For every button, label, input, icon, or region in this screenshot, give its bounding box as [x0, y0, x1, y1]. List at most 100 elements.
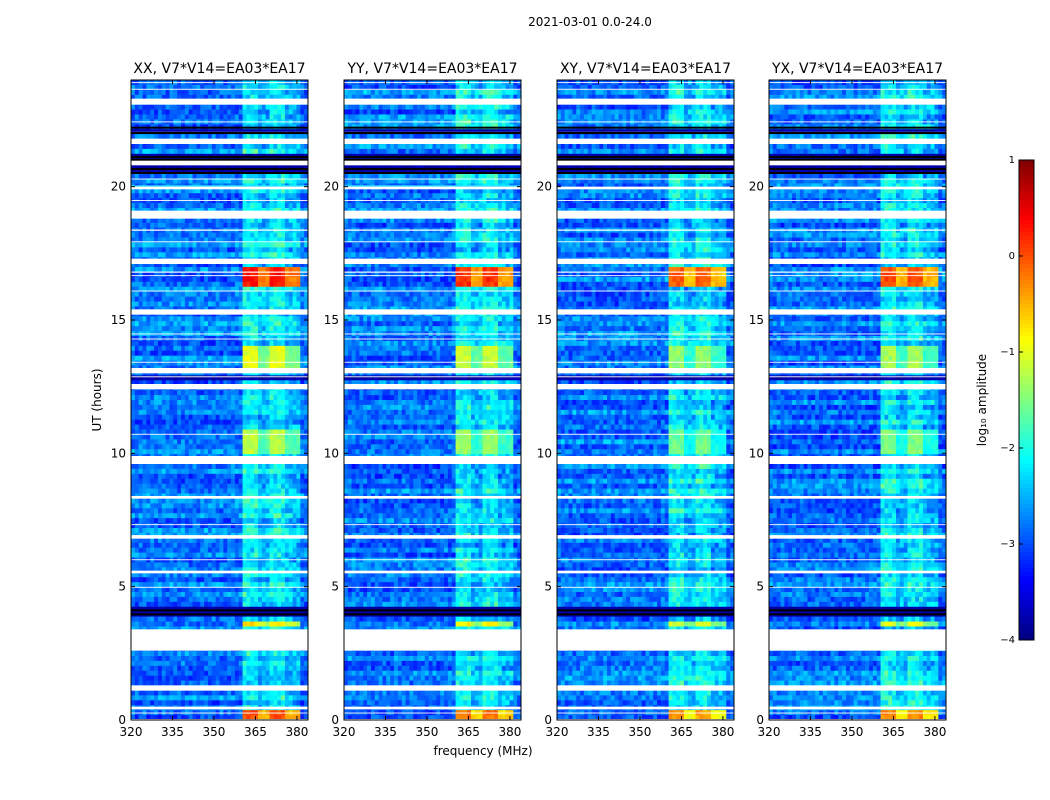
heatmap-cell — [192, 577, 197, 583]
heatmap-cell — [281, 291, 286, 298]
heatmap-cell — [215, 276, 220, 283]
heatmap-cell — [238, 577, 243, 583]
heatmap-cell — [165, 104, 170, 110]
heatmap-cell — [300, 306, 305, 312]
heatmap-cell — [273, 587, 278, 593]
heatmap-cell — [138, 163, 143, 170]
heatmap-cell — [292, 114, 297, 120]
heatmap-cell — [242, 419, 247, 426]
heatmap-cell — [242, 577, 247, 583]
heatmap-cell — [146, 89, 151, 96]
heatmap-cell — [277, 355, 282, 362]
heatmap-cell — [227, 503, 232, 509]
heatmap-cell — [154, 523, 159, 529]
heatmap-cell — [200, 193, 205, 199]
heatmap-cell — [215, 89, 220, 96]
heatmap-cell — [184, 395, 190, 401]
heatmap-cell — [242, 483, 247, 490]
heatmap-cell — [138, 375, 143, 381]
heatmap-cell — [211, 582, 217, 588]
heatmap-cell — [284, 301, 290, 307]
heatmap-cell — [146, 429, 151, 435]
heatmap-cell — [238, 380, 243, 386]
heatmap-cell — [142, 360, 147, 366]
heatmap-cell — [184, 473, 190, 480]
heatmap-cell — [165, 508, 170, 514]
heatmap-cell — [257, 414, 263, 421]
heatmap-cell — [161, 252, 167, 258]
heatmap-cell — [265, 419, 270, 426]
heatmap-cell — [242, 232, 247, 238]
heatmap-cell — [277, 542, 282, 549]
heatmap-cell — [200, 528, 205, 534]
heatmap-cell — [131, 439, 136, 445]
heatmap-cell — [227, 291, 232, 298]
heatmap-cell — [219, 188, 224, 194]
heatmap-cell — [227, 355, 232, 362]
heatmap-cell — [165, 217, 170, 224]
heatmap-cell — [169, 395, 174, 401]
heatmap-cell — [184, 94, 190, 101]
heatmap-cell — [157, 326, 163, 332]
heatmap-cell — [269, 582, 274, 588]
heatmap-cell — [288, 89, 294, 96]
heatmap-cell — [138, 173, 143, 179]
heatmap-cell — [296, 483, 301, 490]
heatmap-cell — [223, 488, 228, 494]
heatmap-cell — [284, 286, 290, 293]
heatmap-cell — [288, 163, 294, 170]
heatmap-cell — [165, 203, 170, 209]
heatmap-cell — [188, 429, 193, 435]
heatmap-cell — [169, 400, 174, 406]
heatmap-cell — [154, 286, 159, 293]
heatmap-cell — [250, 114, 255, 120]
heatmap-cell — [300, 178, 305, 184]
heatmap-cell — [246, 523, 251, 529]
heatmap-cell — [173, 316, 178, 322]
heatmap-cell — [234, 193, 240, 199]
heatmap-cell — [257, 350, 263, 357]
heatmap-cell — [231, 400, 236, 406]
heatmap-cell — [134, 237, 140, 243]
heatmap-cell — [181, 596, 186, 603]
heatmap-cell — [277, 134, 282, 140]
heatmap-cell — [231, 355, 236, 362]
heatmap-cell — [254, 601, 259, 608]
heatmap-cell — [177, 237, 182, 243]
heatmap-cell — [269, 478, 274, 485]
heatmap-cell — [300, 168, 305, 174]
heatmap-cell — [134, 390, 140, 396]
heatmap-cell — [184, 89, 190, 96]
heatmap-cell — [219, 592, 224, 598]
heatmap-cell — [219, 404, 224, 411]
heatmap-cell — [173, 552, 178, 558]
heatmap-cell — [173, 478, 178, 485]
heatmap-cell — [227, 286, 232, 293]
heatmap-cell — [246, 163, 251, 170]
heatmap-cell — [161, 262, 167, 268]
heatmap-cell — [211, 419, 217, 426]
heatmap-cell — [211, 360, 217, 366]
heatmap-cell — [181, 89, 186, 96]
heatmap-cell — [211, 395, 217, 401]
heatmap-cell — [131, 267, 136, 273]
heatmap-cell — [154, 468, 159, 475]
heatmap-cell — [288, 439, 294, 445]
heatmap-cell — [200, 483, 205, 490]
heatmap-cell — [250, 252, 255, 258]
heatmap-cell — [254, 429, 259, 435]
heatmap-cell — [250, 414, 255, 421]
heatmap-cell — [281, 345, 286, 352]
heatmap-cell — [277, 523, 282, 529]
heatmap-cell — [192, 94, 197, 101]
heatmap-cell — [192, 84, 197, 91]
heatmap-cell — [200, 109, 205, 115]
heatmap-cell — [169, 449, 174, 455]
heatmap-cell — [157, 390, 163, 396]
heatmap-cell — [150, 208, 155, 214]
heatmap-cell — [296, 203, 301, 209]
heatmap-cell — [173, 562, 178, 568]
heatmap-cell — [181, 528, 186, 534]
heatmap-cells — [131, 80, 309, 721]
heatmap-cell — [277, 94, 282, 101]
